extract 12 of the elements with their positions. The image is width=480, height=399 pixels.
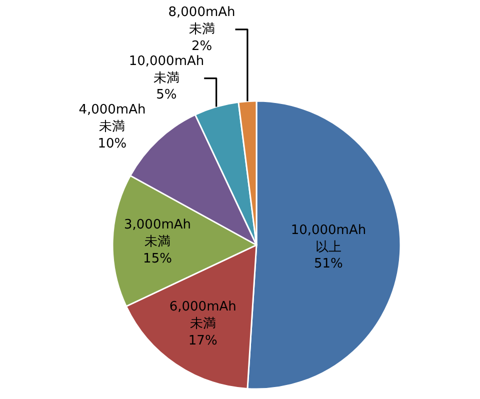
data-label: 51% <box>314 256 343 272</box>
data-label: 17% <box>188 333 218 348</box>
data-label: 2% <box>191 38 212 54</box>
data-label: 5% <box>156 88 177 103</box>
data-label: 10% <box>98 136 127 152</box>
slice-label: 8,000mAh 未満 <box>168 5 236 37</box>
slice-label: 4,000mAh 未満 <box>78 102 146 135</box>
slice-label: 6,000mAh 未満 <box>169 300 236 332</box>
slice-label: 10,000mAh 以上 <box>290 222 366 255</box>
data-label: 15% <box>143 251 172 266</box>
slice-label: 10,000mAh 未満 <box>128 54 204 86</box>
slice-label: 3,000mAh 未満 <box>124 217 192 250</box>
